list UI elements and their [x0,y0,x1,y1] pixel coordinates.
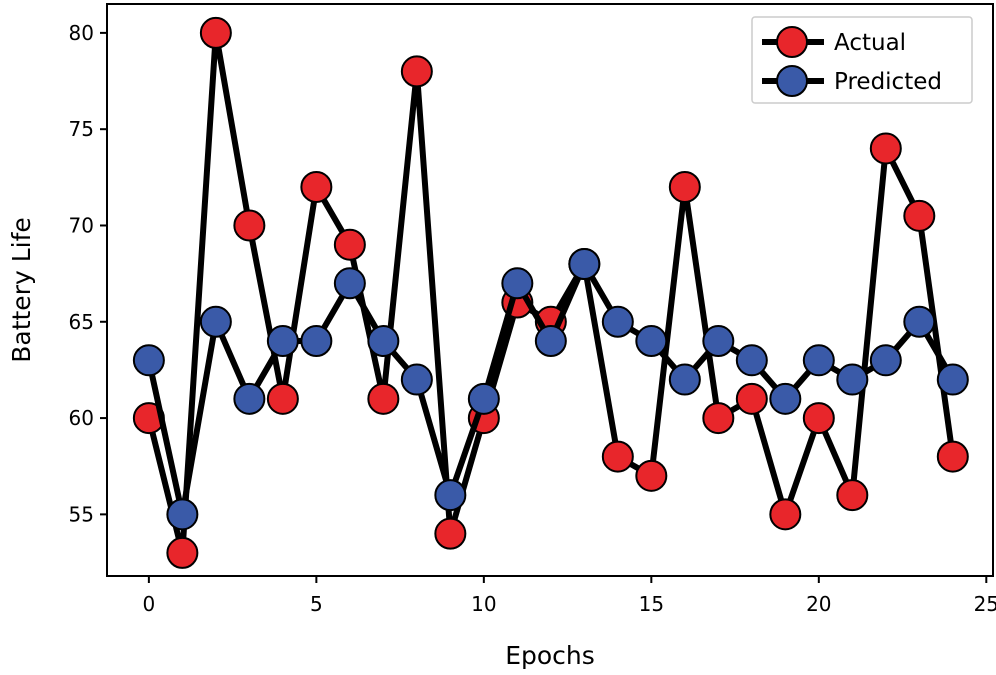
data-point-actual [601,440,634,473]
y-tick-label: 80 [69,21,94,45]
data-point-predicted [367,325,400,358]
data-point-actual [333,228,366,261]
series-predicted [132,248,969,531]
data-point-predicted [903,305,936,338]
data-point-predicted [166,498,199,531]
y-tick-label: 70 [69,213,94,237]
legend-label-predicted: Predicted [834,69,942,95]
x-tick-label: 5 [310,592,323,616]
data-point-actual [233,209,266,242]
data-point-predicted [199,305,232,338]
data-point-predicted [333,267,366,300]
data-point-actual [836,479,869,512]
data-point-predicted [802,344,835,377]
y-tick-label: 55 [69,502,94,526]
data-point-actual [702,402,735,435]
data-point-actual [635,459,668,492]
data-point-actual [300,170,333,203]
data-point-predicted [936,363,969,396]
y-axis: 55 60 65 70 75 80 [69,21,107,526]
data-point-predicted [400,363,433,396]
legend-marker-predicted [776,65,808,97]
data-point-predicted [501,267,534,300]
series-line-predicted [145,261,956,518]
series-actual [132,16,969,569]
y-tick-label: 75 [69,117,94,141]
data-point-predicted [635,325,668,358]
data-point-predicted [132,344,165,377]
x-axis-label: Epochs [505,641,595,670]
data-point-predicted [568,248,601,280]
data-point-actual [903,199,936,232]
plot-area [106,3,994,577]
x-axis: 0 5 10 15 20 25 [143,576,996,616]
data-point-actual [199,16,232,49]
data-point-actual [434,517,467,550]
data-point-predicted [836,363,869,396]
legend-label-actual: Actual [834,30,906,56]
series-line-actual [145,29,956,556]
x-tick-label: 25 [974,592,996,616]
x-tick-label: 20 [806,592,831,616]
x-tick-label: 0 [143,592,156,616]
data-point-predicted [534,325,567,358]
data-point-predicted [467,382,500,415]
series-layer [132,16,969,569]
y-axis-label: Battery Life [7,217,36,363]
data-point-actual [869,132,902,165]
legend: Actual Predicted [751,16,973,104]
data-point-actual [802,402,835,435]
data-point-predicted [601,305,634,338]
data-point-predicted [869,344,902,377]
data-point-actual [400,55,433,88]
x-tick-label: 10 [471,592,496,616]
data-point-actual [735,382,768,415]
data-point-predicted [300,325,333,358]
data-point-predicted [266,325,299,358]
data-point-predicted [233,382,266,415]
data-point-predicted [668,363,701,396]
x-tick-label: 15 [639,592,664,616]
data-point-actual [266,382,299,415]
data-point-actual [936,440,969,473]
data-point-actual [668,170,701,203]
y-tick-label: 60 [69,406,94,430]
data-point-actual [166,536,199,569]
legend-marker-actual [776,26,808,58]
data-point-actual [769,498,802,531]
data-point-predicted [434,479,467,512]
data-point-actual [367,382,400,415]
y-tick-label: 65 [69,310,94,334]
data-point-predicted [702,325,735,358]
data-point-predicted [769,382,802,415]
data-point-predicted [735,344,768,377]
